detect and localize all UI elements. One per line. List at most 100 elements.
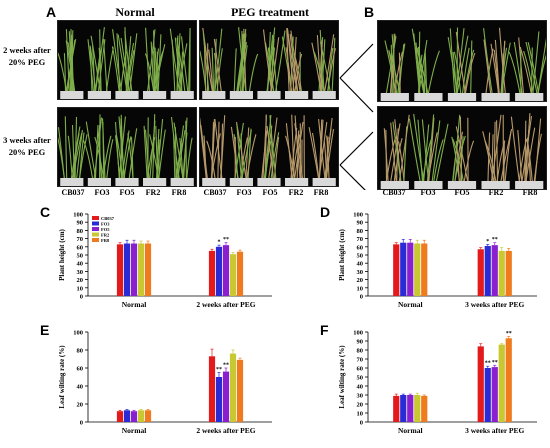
plant-leaf	[411, 28, 425, 94]
bar	[421, 395, 428, 422]
plant-leaf	[416, 48, 426, 94]
plant-leaf	[491, 134, 494, 182]
plant-leaf	[211, 47, 215, 92]
plant-leaf	[397, 141, 405, 182]
plant-leaf	[426, 114, 435, 182]
plant-leaf	[128, 128, 138, 179]
plant-leaf	[176, 33, 181, 92]
panel-label-d: D	[320, 204, 331, 220]
x-category-label: Normal	[398, 426, 423, 435]
y-tick-label: 80	[357, 228, 364, 235]
plant-leaf	[290, 30, 301, 92]
significance-mark: **	[223, 237, 229, 243]
bar	[144, 243, 152, 296]
bar	[477, 249, 484, 296]
header-peg-treatment: PEG treatment	[230, 5, 310, 19]
panel-label-f: F	[320, 322, 329, 338]
bar	[116, 244, 124, 296]
plant-leaf	[169, 28, 180, 92]
significance-mark: **	[485, 361, 491, 367]
plant-leaf	[456, 35, 469, 94]
photo-normal-3-weeks	[57, 107, 197, 187]
plant-leaf	[388, 51, 401, 94]
pot	[380, 93, 409, 101]
y-tick-label: 80	[77, 348, 84, 355]
bar	[393, 395, 400, 422]
photo-normal-2-weeks-svg	[58, 27, 194, 99]
plant-leaf	[71, 124, 76, 179]
genotype-b-fr2: FR2	[488, 188, 504, 197]
plant-leaf	[447, 37, 458, 94]
x-category-label: Normal	[122, 300, 147, 309]
plant-leaf	[518, 138, 528, 182]
plant-leaf	[144, 53, 155, 92]
y-tick-label: 60	[77, 366, 84, 373]
plant-leaf	[146, 137, 156, 179]
pot	[202, 91, 226, 99]
y-tick-label: 100	[73, 212, 83, 219]
bar	[215, 246, 223, 296]
plant-leaf	[324, 34, 335, 92]
y-tick-label: 40	[77, 261, 84, 268]
plant-leaf	[106, 139, 114, 179]
bar	[393, 244, 400, 296]
plant-leaf	[462, 47, 470, 94]
plant-leaf	[456, 27, 459, 94]
plant-leaf	[285, 123, 293, 179]
y-tick-label: 100	[353, 212, 363, 219]
plant-leaf	[455, 141, 460, 182]
photo-peg-2-weeks	[199, 20, 339, 100]
pot	[285, 91, 309, 99]
plant-leaf	[64, 116, 68, 179]
plant-leaf	[92, 45, 96, 92]
genotype-b-cb037: CB037	[382, 188, 406, 197]
plant-leaf	[174, 37, 182, 92]
y-tick-label: 60	[357, 366, 364, 373]
pot	[515, 93, 544, 101]
plant-leaf	[289, 33, 299, 92]
plant-leaf	[216, 48, 223, 92]
plant-leaf	[76, 129, 83, 179]
bar	[491, 245, 498, 296]
bar	[498, 250, 505, 296]
plant-leaf	[120, 37, 130, 92]
bar	[400, 395, 407, 422]
plant-leaf	[500, 47, 508, 94]
plant-leaf	[533, 133, 542, 182]
plant-leaf	[154, 47, 158, 92]
pot	[414, 93, 443, 101]
plant-leaf	[485, 48, 494, 94]
legend-swatch	[92, 227, 99, 231]
plant-leaf	[220, 123, 224, 179]
pot	[115, 91, 139, 99]
plant-leaf	[464, 52, 476, 94]
y-tick-label: 80	[357, 348, 364, 355]
y-tick-label: 50	[357, 253, 364, 260]
row-label-3-weeks-line1: 3 weeks after	[3, 135, 51, 145]
plant-leaf	[454, 135, 466, 182]
bar	[229, 353, 237, 422]
plant-leaf	[463, 49, 475, 94]
plant-leaf	[418, 54, 423, 94]
bar	[236, 251, 244, 296]
plant-leaf	[149, 134, 159, 179]
plant-leaf	[496, 141, 506, 182]
bar	[414, 395, 421, 422]
pot	[229, 178, 253, 186]
plant-leaf	[270, 132, 280, 179]
pot	[257, 91, 281, 99]
photo-normal-2-weeks	[57, 20, 197, 100]
plant-leaf	[313, 51, 325, 92]
pot	[312, 91, 336, 99]
plant-leaf	[236, 123, 242, 179]
plant-leaf	[433, 139, 444, 182]
plant-leaf	[266, 27, 276, 92]
plant-leaf	[523, 50, 534, 94]
genotype-a-fr2: FR2	[145, 188, 161, 197]
plant-leaf	[153, 51, 156, 92]
pot	[143, 91, 167, 99]
chart-e: 0 20 40 60 80 100 Leaf wilting rate (%) Normal *…	[58, 330, 272, 435]
plant-leaf	[186, 137, 193, 179]
plant-leaf	[130, 137, 134, 179]
plant-leaf	[147, 29, 156, 92]
